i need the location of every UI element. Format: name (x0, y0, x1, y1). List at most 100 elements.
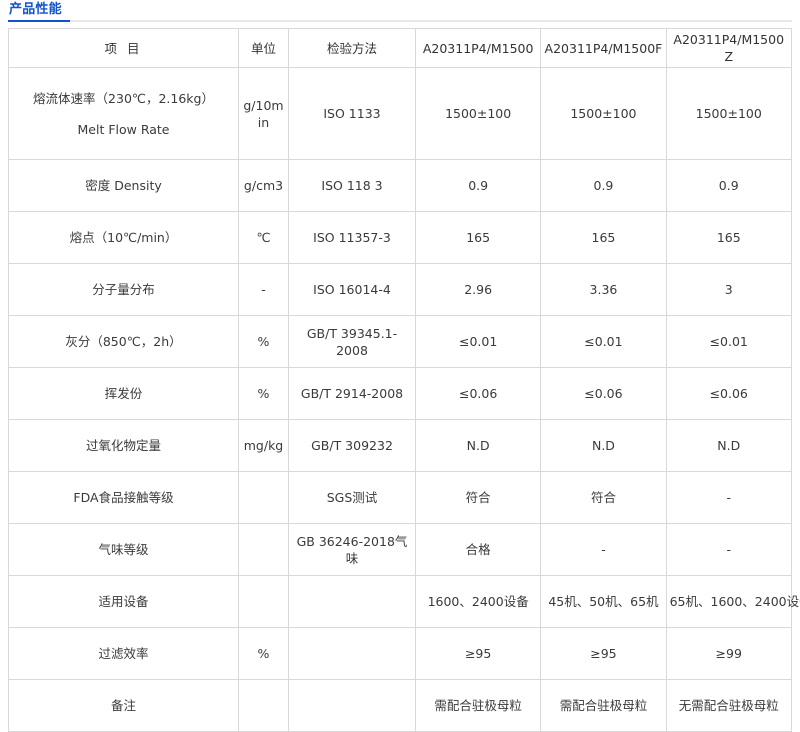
cell-test-method: ISO 16014-4 (288, 263, 416, 316)
section-header: 产品性能 (0, 0, 800, 28)
item-name-primary: 熔点（10℃/min） (69, 230, 178, 245)
cell-value-product-1: 合格 (414, 523, 542, 576)
table-header-row: 项 目 单位 检验方法 A20311P4/M1500 A20311P4/M150… (8, 28, 792, 68)
cell-value-product-2: 需配合驻极母粒 (540, 679, 667, 732)
cell-value-product-3: 无需配合驻极母粒 (665, 679, 792, 732)
table-row: 备注 需配合驻极母粒 需配合驻极母粒 无需配合驻极母粒 (8, 679, 792, 732)
cell-value-product-2: 1500±100 (540, 67, 667, 160)
cell-test-method (288, 627, 416, 680)
cell-unit: - (238, 263, 289, 316)
cell-value-product-2: N.D (540, 419, 667, 472)
table-row: 分子量分布 - ISO 16014-4 2.96 3.36 3 (8, 263, 792, 316)
cell-test-method: SGS测试 (288, 471, 416, 524)
cell-unit (238, 575, 289, 628)
cell-value-product-1: 符合 (414, 471, 542, 524)
item-name-primary: 气味等级 (98, 542, 149, 557)
cell-test-method: ISO 11357-3 (288, 211, 416, 264)
cell-item-name: 熔点（10℃/min） (8, 211, 239, 264)
cell-item-name: 过滤效率 (8, 627, 239, 680)
cell-value-product-1: 1600、2400设备 (414, 575, 542, 628)
cell-test-method (288, 575, 416, 628)
cell-value-product-3: 1500±100 (665, 67, 792, 160)
cell-item-name: 密度 Density (8, 159, 239, 212)
cell-test-method: GB/T 39345.1-2008 (288, 315, 416, 368)
cell-unit: g/cm3 (238, 159, 289, 212)
table-row: 密度 Density g/cm3 ISO 118 3 0.9 0.9 0.9 (8, 159, 792, 212)
table-row: 挥发份% GB/T 2914-2008 ≤0.06 ≤0.06 ≤0.06 (8, 367, 792, 420)
table-row: 熔点（10℃/min） ℃ ISO 11357-3 165 165 165 (8, 211, 792, 264)
item-name-primary: 灰分（850℃，2h） (65, 334, 182, 349)
cell-value-product-1: 1500±100 (414, 67, 542, 160)
item-name-primary: FDA食品接触等级 (73, 490, 174, 505)
cell-test-method: ISO 1133 (288, 67, 416, 160)
cell-value-product-2: 3.36 (540, 263, 667, 316)
cell-unit: mg/kg (238, 419, 289, 472)
cell-item-name: 备注 (8, 679, 239, 732)
page-title: 产品性能 (9, 2, 62, 17)
cell-value-product-1: 需配合驻极母粒 (414, 679, 542, 732)
cell-value-product-3: 65机、1600、2400设备 (665, 575, 800, 628)
cell-value-product-3: ≤0.06 (665, 367, 792, 420)
cell-item-name: FDA食品接触等级 (8, 471, 239, 524)
cell-value-product-2: 45机、50机、65机 (540, 575, 667, 628)
cell-item-name: 过氧化物定量 (8, 419, 239, 472)
cell-unit: % (238, 627, 289, 680)
title-underline-accent (8, 20, 70, 22)
column-header-product-3: A20311P4/M1500Z (665, 28, 792, 68)
item-name-secondary: Melt Flow Rate (77, 121, 170, 137)
cell-value-product-2: 0.9 (540, 159, 667, 212)
cell-unit: % (238, 315, 289, 368)
column-header-method: 检验方法 (288, 28, 416, 68)
cell-value-product-2: ≥95 (540, 627, 667, 680)
item-name-primary: 挥发份 (104, 386, 143, 401)
cell-test-method: GB/T 2914-2008 (288, 367, 416, 420)
cell-value-product-1: 2.96 (414, 263, 542, 316)
cell-value-product-3: 165 (665, 211, 792, 264)
column-header-item: 项 目 (8, 28, 239, 68)
cell-unit (238, 523, 289, 576)
item-name-primary: 过氧化物定量 (85, 438, 161, 453)
table-row: 灰分（850℃，2h）% GB/T 39345.1-2008 ≤0.01 ≤0.01 ≤… (8, 315, 792, 368)
item-name-primary: 备注 (110, 698, 136, 713)
cell-value-product-1: 0.9 (414, 159, 542, 212)
column-header-product-1: A20311P4/M1500 (414, 28, 542, 68)
table-row: FDA食品接触等级 SGS测试 符合 符合 - (8, 471, 792, 524)
table-row: 适用设备 1600、2400设备 45机、50机、65机 65机、1600、2400设… (8, 575, 800, 628)
cell-value-product-1: N.D (414, 419, 542, 472)
table-body: 熔流体速率（230℃，2.16kg） Melt Flow Rate g/10min I… (8, 67, 800, 732)
item-name-primary: 过滤效率 (98, 646, 149, 661)
cell-value-product-3: - (665, 523, 792, 576)
cell-value-product-1: ≤0.06 (414, 367, 542, 420)
cell-unit (238, 471, 289, 524)
item-name-primary: 熔流体速率（230℃，2.16kg） (33, 90, 214, 106)
cell-value-product-3: 3 (665, 263, 792, 316)
item-name-primary: 分子量分布 (92, 282, 155, 297)
table-row: 气味等级 GB 36246-2018气味 合格 - - (8, 523, 792, 576)
table-header: 项 目 单位 检验方法 A20311P4/M1500 A20311P4/M150… (8, 28, 792, 68)
item-name-primary: 密度 Density (85, 178, 162, 193)
cell-value-product-2: ≤0.06 (540, 367, 667, 420)
cell-value-product-3: - (665, 471, 792, 524)
table-row: 熔流体速率（230℃，2.16kg） Melt Flow Rate g/10min I… (8, 67, 792, 160)
cell-test-method: ISO 118 3 (288, 159, 416, 212)
cell-test-method: GB/T 309232 (288, 419, 416, 472)
cell-unit: ℃ (238, 211, 289, 264)
cell-value-product-2: ≤0.01 (540, 315, 667, 368)
title-underline-track (8, 20, 792, 22)
cell-value-product-2: 165 (540, 211, 667, 264)
table-row: 过滤效率% ≥95 ≥95 ≥99 (8, 627, 792, 680)
cell-value-product-3: ≤0.01 (665, 315, 792, 368)
cell-test-method (288, 679, 416, 732)
cell-value-product-1: 165 (414, 211, 542, 264)
cell-unit (238, 679, 289, 732)
cell-item-name: 挥发份 (8, 367, 239, 420)
cell-unit: % (238, 367, 289, 420)
cell-value-product-3: N.D (665, 419, 792, 472)
cell-value-product-2: - (540, 523, 667, 576)
table-row: 过氧化物定量 mg/kg GB/T 309232 N.D N.D N.D (8, 419, 792, 472)
cell-item-name: 熔流体速率（230℃，2.16kg） Melt Flow Rate (8, 67, 239, 160)
product-specification-table: 项 目 单位 检验方法 A20311P4/M1500 A20311P4/M150… (8, 28, 800, 732)
cell-item-name: 灰分（850℃，2h） (8, 315, 239, 368)
cell-item-name: 气味等级 (8, 523, 239, 576)
